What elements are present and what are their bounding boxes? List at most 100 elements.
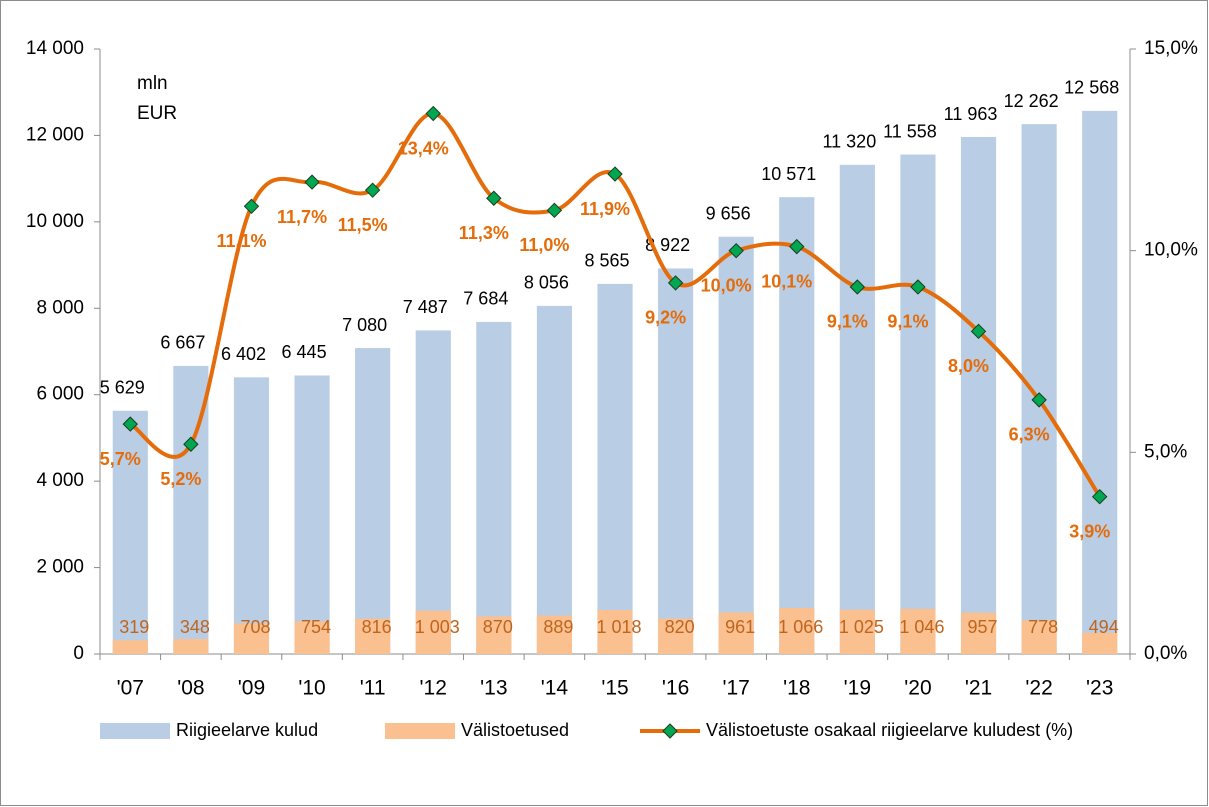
bar-value-label: 348 — [180, 617, 210, 637]
bar-value-label: 8 565 — [584, 251, 629, 271]
y-tick-label: 2 000 — [36, 557, 84, 578]
legend-marker — [662, 723, 678, 739]
bar — [658, 618, 694, 654]
line-marker — [243, 198, 260, 215]
bar — [960, 137, 997, 655]
y2-tick-label: 5,0% — [1144, 441, 1187, 462]
bar — [415, 330, 451, 654]
bar — [112, 410, 148, 654]
bar-value-label: 778 — [1028, 617, 1058, 637]
bar-value-label: 10 571 — [761, 164, 816, 184]
line-marker — [1031, 392, 1047, 408]
bar-value-label: 11 320 — [822, 132, 876, 152]
x-tick-label: '09 — [238, 677, 265, 700]
legend-swatch — [100, 723, 170, 739]
x-tick-label: '22 — [1025, 677, 1052, 700]
line-value-label: 13,4% — [398, 138, 449, 158]
legend-label: Välistoetused — [461, 720, 569, 740]
bar — [173, 638, 209, 654]
legend-swatch — [385, 723, 455, 739]
line-marker — [849, 279, 866, 295]
bar-value-label: 6 402 — [221, 344, 266, 364]
line-marker — [1092, 488, 1108, 505]
bar-value-label: 820 — [665, 617, 695, 637]
line-marker — [789, 238, 805, 255]
bar-value-label: 7 080 — [342, 315, 387, 335]
y2-tick-label: 0,0% — [1144, 643, 1187, 664]
bar — [839, 609, 875, 654]
bar — [536, 615, 572, 654]
bar-value-label: 1 003 — [415, 617, 460, 637]
bar-value-label: 5 629 — [100, 377, 145, 397]
bar — [718, 236, 754, 655]
bar — [960, 612, 997, 654]
bar-value-label: 1 066 — [778, 617, 823, 637]
y-tick-label: 10 000 — [26, 211, 84, 232]
bar — [355, 618, 391, 654]
y-tick-label: 0 — [73, 643, 84, 664]
bar — [355, 348, 391, 654]
x-tick-label: '16 — [662, 677, 689, 700]
bar — [1082, 632, 1118, 654]
unit-annotation: mln — [137, 73, 168, 94]
y2-tick-label: 10,0% — [1144, 240, 1198, 261]
line-marker — [122, 416, 139, 432]
x-tick-label: '19 — [844, 677, 871, 700]
line-value-label: 9,1% — [827, 312, 868, 332]
bar-value-label: 319 — [119, 617, 149, 637]
bar-value-label: 11 963 — [944, 104, 998, 124]
bar — [294, 621, 330, 654]
bar — [415, 610, 451, 654]
line-marker — [486, 190, 502, 206]
line-marker — [910, 279, 926, 295]
bar-value-label: 6 445 — [282, 342, 327, 362]
bar — [597, 610, 633, 654]
bar-value-label: 494 — [1089, 617, 1119, 637]
y-tick-label: 6 000 — [36, 384, 84, 405]
line-value-label: 11,7% — [277, 207, 327, 227]
x-tick-label: '13 — [480, 677, 507, 700]
line-marker — [364, 182, 381, 198]
y-tick-label: 14 000 — [26, 38, 84, 59]
line-value-label: 11,1% — [216, 231, 266, 251]
bar-value-label: 1 046 — [899, 617, 944, 637]
bar — [597, 283, 633, 654]
line-value-label: 3,9% — [1069, 521, 1110, 541]
line-marker — [183, 436, 199, 452]
legend-label: Välistoetuste osakaal riigieelarve kulud… — [706, 720, 1073, 740]
x-tick-label: '20 — [904, 677, 931, 700]
x-tick-label: '08 — [177, 677, 204, 700]
bar — [1082, 110, 1118, 654]
line-marker — [970, 323, 987, 340]
bar — [476, 616, 512, 654]
line-marker — [607, 166, 623, 182]
bar-value-label: 12 262 — [1004, 91, 1059, 111]
line-value-label: 9,2% — [645, 308, 686, 328]
x-tick-label: '21 — [965, 677, 992, 700]
bar — [112, 640, 148, 654]
x-tick-label: '14 — [541, 677, 569, 700]
x-tick-label: '17 — [722, 677, 749, 700]
bar-value-label: 12 568 — [1064, 78, 1119, 98]
bar — [779, 607, 815, 654]
line-marker — [425, 105, 441, 122]
bar-value-label: 754 — [301, 617, 331, 637]
line-marker — [304, 174, 320, 190]
bar-value-label: 1 025 — [839, 617, 884, 637]
line-marker — [728, 242, 744, 259]
bar-value-label: 708 — [240, 617, 270, 637]
bar — [900, 608, 936, 654]
unit-annotation: EUR — [137, 103, 177, 124]
x-tick-label: '07 — [117, 677, 144, 700]
line-marker — [667, 275, 684, 291]
line-value-label: 5,7% — [100, 449, 141, 469]
bar — [779, 197, 815, 654]
line-value-label: 11,0% — [519, 235, 569, 255]
bar-value-label: 11 558 — [883, 121, 937, 141]
bar-value-label: 9 656 — [706, 203, 751, 223]
bar-value-label: 1 018 — [596, 617, 641, 637]
line-value-label: 8,0% — [948, 356, 989, 376]
bar-value-label: 6 667 — [160, 333, 205, 353]
bar-value-label: 870 — [483, 617, 513, 637]
bar — [900, 154, 936, 654]
